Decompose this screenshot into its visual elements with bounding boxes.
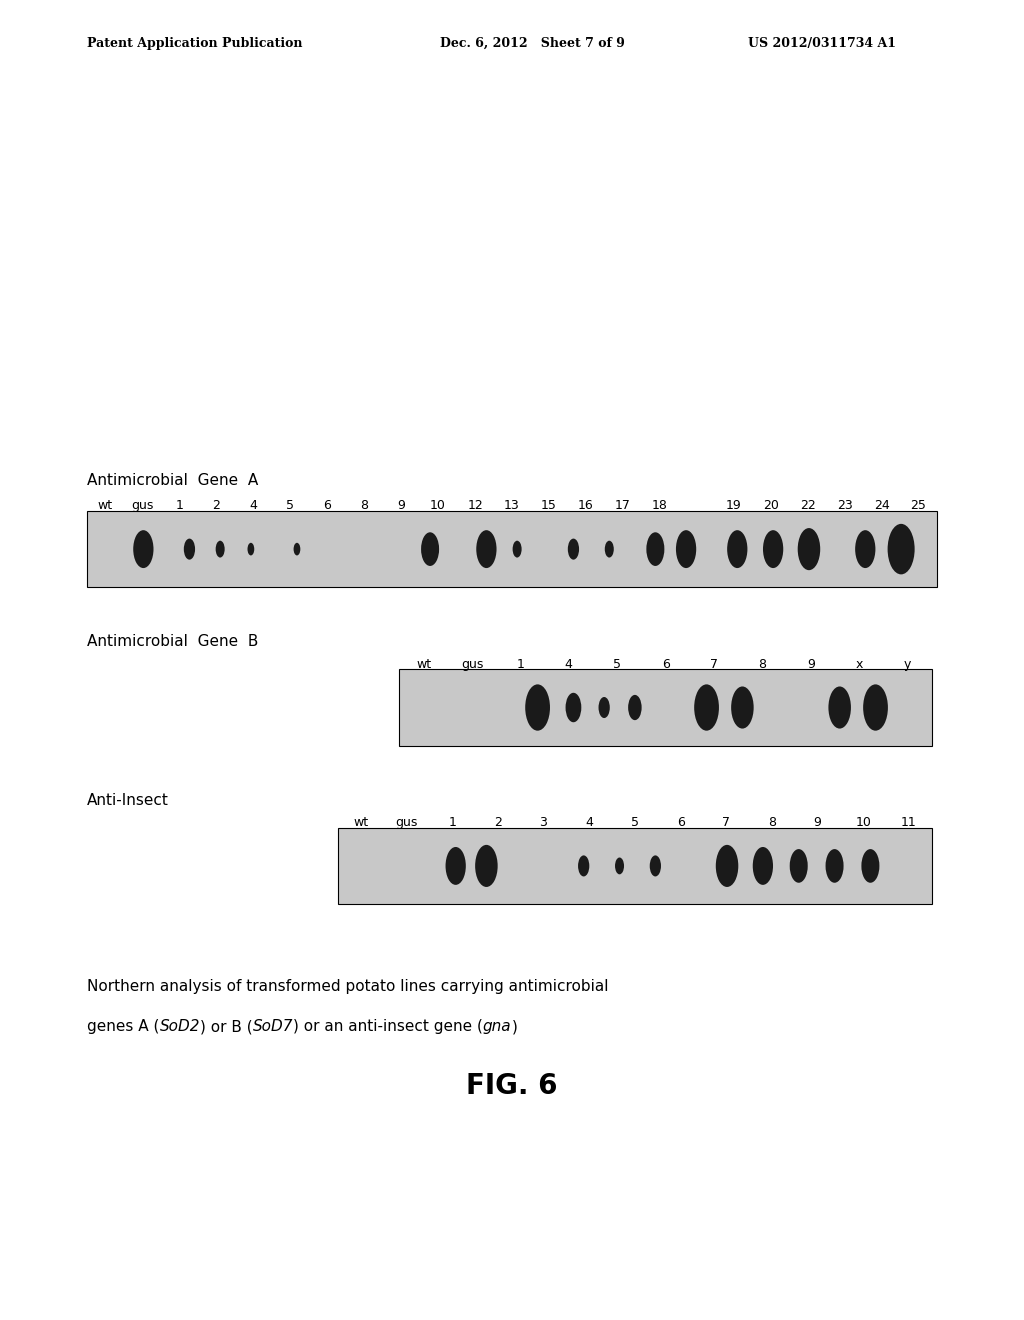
- Ellipse shape: [861, 849, 880, 883]
- Text: 4: 4: [250, 499, 257, 512]
- Text: gna: gna: [483, 1019, 512, 1034]
- Ellipse shape: [753, 847, 773, 884]
- Ellipse shape: [888, 524, 914, 574]
- Ellipse shape: [513, 541, 521, 557]
- Text: gus: gus: [131, 499, 154, 512]
- Text: 6: 6: [324, 499, 331, 512]
- Ellipse shape: [828, 686, 851, 729]
- Text: 9: 9: [807, 657, 815, 671]
- Text: 10: 10: [855, 816, 871, 829]
- FancyBboxPatch shape: [87, 511, 937, 587]
- Text: x: x: [855, 657, 863, 671]
- Text: 12: 12: [467, 499, 483, 512]
- Ellipse shape: [421, 532, 439, 566]
- Text: 16: 16: [578, 499, 594, 512]
- Ellipse shape: [727, 531, 748, 568]
- Text: gus: gus: [395, 816, 418, 829]
- Text: 2: 2: [212, 499, 220, 512]
- Text: 11: 11: [901, 816, 916, 829]
- Text: Patent Application Publication: Patent Application Publication: [87, 37, 302, 50]
- Ellipse shape: [184, 539, 195, 560]
- Text: Dec. 6, 2012   Sheet 7 of 9: Dec. 6, 2012 Sheet 7 of 9: [440, 37, 626, 50]
- Text: 19: 19: [726, 499, 741, 512]
- Ellipse shape: [578, 855, 589, 876]
- Text: 8: 8: [759, 657, 766, 671]
- FancyBboxPatch shape: [338, 828, 932, 904]
- Text: 2: 2: [494, 816, 502, 829]
- Ellipse shape: [567, 539, 580, 560]
- Text: wt: wt: [98, 499, 113, 512]
- Ellipse shape: [598, 697, 609, 718]
- FancyBboxPatch shape: [399, 669, 932, 746]
- Text: 1: 1: [516, 657, 524, 671]
- Text: US 2012/0311734 A1: US 2012/0311734 A1: [748, 37, 896, 50]
- Text: genes A (: genes A (: [87, 1019, 160, 1034]
- Ellipse shape: [475, 845, 498, 887]
- Ellipse shape: [605, 541, 613, 557]
- Ellipse shape: [216, 541, 224, 557]
- Text: 6: 6: [662, 657, 670, 671]
- Text: Anti-Insect: Anti-Insect: [87, 793, 169, 808]
- Text: 6: 6: [677, 816, 684, 829]
- Text: wt: wt: [416, 657, 431, 671]
- Ellipse shape: [863, 684, 888, 731]
- Text: gus: gus: [461, 657, 483, 671]
- Ellipse shape: [133, 531, 154, 568]
- Ellipse shape: [790, 849, 808, 883]
- Text: 7: 7: [710, 657, 718, 671]
- Text: 17: 17: [615, 499, 631, 512]
- Ellipse shape: [525, 684, 550, 731]
- Text: 1: 1: [449, 816, 456, 829]
- Text: FIG. 6: FIG. 6: [466, 1072, 558, 1100]
- Text: ) or an anti-insect gene (: ) or an anti-insect gene (: [293, 1019, 483, 1034]
- Ellipse shape: [694, 684, 719, 731]
- Text: 13: 13: [504, 499, 520, 512]
- Text: 25: 25: [910, 499, 927, 512]
- Text: 20: 20: [763, 499, 778, 512]
- Ellipse shape: [676, 531, 696, 568]
- Ellipse shape: [445, 847, 466, 884]
- Text: 8: 8: [768, 816, 776, 829]
- Text: 4: 4: [565, 657, 572, 671]
- Text: y: y: [904, 657, 911, 671]
- Text: ): ): [512, 1019, 517, 1034]
- Ellipse shape: [798, 528, 820, 570]
- Text: SoD2: SoD2: [160, 1019, 200, 1034]
- Text: 15: 15: [541, 499, 557, 512]
- Text: 18: 18: [652, 499, 668, 512]
- Ellipse shape: [565, 693, 582, 722]
- Ellipse shape: [248, 543, 254, 556]
- Ellipse shape: [476, 531, 497, 568]
- Text: Antimicrobial  Gene  A: Antimicrobial Gene A: [87, 474, 258, 488]
- Text: 3: 3: [540, 816, 548, 829]
- Text: 5: 5: [287, 499, 294, 512]
- Ellipse shape: [646, 532, 665, 566]
- Text: ) or B (: ) or B (: [200, 1019, 253, 1034]
- Ellipse shape: [855, 531, 876, 568]
- Text: 9: 9: [397, 499, 406, 512]
- Text: SoD7: SoD7: [253, 1019, 293, 1034]
- Text: 9: 9: [814, 816, 821, 829]
- Text: Antimicrobial  Gene  B: Antimicrobial Gene B: [87, 635, 258, 649]
- Ellipse shape: [628, 694, 642, 721]
- Ellipse shape: [731, 686, 754, 729]
- Ellipse shape: [650, 855, 662, 876]
- Text: 22: 22: [800, 499, 815, 512]
- Text: 4: 4: [586, 816, 593, 829]
- Text: 10: 10: [430, 499, 446, 512]
- Text: 5: 5: [631, 816, 639, 829]
- Text: 5: 5: [613, 657, 622, 671]
- Text: 1: 1: [175, 499, 183, 512]
- Ellipse shape: [825, 849, 844, 883]
- Text: wt: wt: [353, 816, 369, 829]
- Text: 7: 7: [722, 816, 730, 829]
- Text: Northern analysis of transformed potato lines carrying antimicrobial: Northern analysis of transformed potato …: [87, 979, 608, 994]
- Text: 24: 24: [873, 499, 890, 512]
- Ellipse shape: [615, 858, 624, 874]
- Text: 8: 8: [360, 499, 369, 512]
- Ellipse shape: [716, 845, 738, 887]
- Text: 23: 23: [837, 499, 852, 512]
- Ellipse shape: [763, 531, 783, 568]
- Ellipse shape: [294, 543, 300, 556]
